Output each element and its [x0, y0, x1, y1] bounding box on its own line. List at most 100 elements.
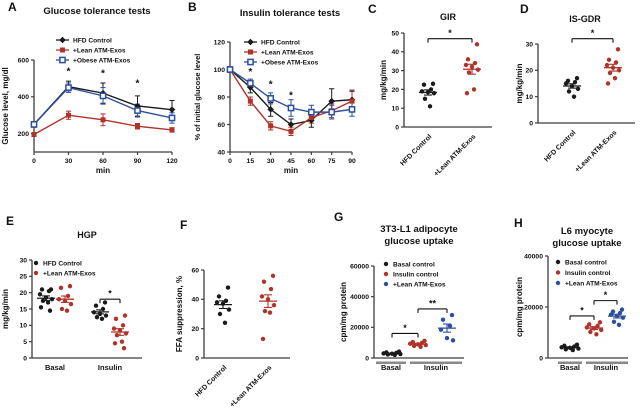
- svg-text:+Lean ATM-Exos: +Lean ATM-Exos: [261, 49, 314, 56]
- svg-text:**: **: [429, 298, 437, 308]
- svg-text:0: 0: [32, 158, 36, 165]
- svg-text:30: 30: [65, 158, 73, 165]
- panel-letter: D: [520, 2, 529, 16]
- svg-text:*: *: [269, 79, 273, 90]
- svg-text:120: 120: [166, 158, 178, 165]
- svg-text:*: *: [403, 323, 407, 333]
- svg-text:15: 15: [247, 158, 255, 165]
- svg-text:50: 50: [391, 30, 399, 37]
- svg-text:cpm/mg protein: cpm/mg protein: [515, 277, 524, 337]
- svg-text:40000: 40000: [524, 253, 543, 260]
- svg-text:120: 120: [214, 39, 226, 46]
- panel-b-insulin-tolerance: B Insulin tolerance tests 40 60 80 100 120 % …: [180, 0, 360, 196]
- svg-text:*: *: [67, 67, 71, 78]
- svg-text:40: 40: [391, 49, 399, 56]
- svg-text:75: 75: [328, 158, 336, 165]
- panel-title: L6 myocyte glucose uptake: [552, 226, 622, 249]
- svg-text:Basal: Basal: [381, 363, 401, 372]
- svg-text:Glucose level, mg/dl: Glucose level, mg/dl: [1, 67, 10, 144]
- svg-text:Insulin control: Insulin control: [565, 270, 611, 277]
- svg-text:30: 30: [525, 41, 533, 48]
- svg-text:25: 25: [19, 274, 27, 281]
- svg-text:*: *: [604, 290, 608, 300]
- panel-f-ffa-suppression: F 0 20 40 60 FFA suppression, % HFD Control +L…: [170, 200, 330, 408]
- svg-text:30: 30: [267, 158, 275, 165]
- svg-text:HFD Control: HFD Control: [73, 37, 112, 44]
- svg-text:0: 0: [228, 158, 232, 165]
- svg-text:% of initial glucose level: % of initial glucose level: [193, 54, 202, 141]
- svg-text:Insulin: Insulin: [98, 363, 123, 372]
- svg-text:cpm/mg protein: cpm/mg protein: [339, 282, 348, 342]
- panel-c-gir: C GIR 0 10 20 30 40 50 mg/kg/min HFD Control +Le…: [360, 0, 498, 196]
- svg-text:+Lean ATM-Exos: +Lean ATM-Exos: [43, 270, 96, 277]
- svg-text:0: 0: [195, 355, 199, 362]
- svg-text:20: 20: [391, 87, 399, 94]
- svg-text:0: 0: [365, 355, 369, 362]
- svg-text:20: 20: [19, 290, 27, 297]
- svg-text:60: 60: [308, 158, 316, 165]
- panel-d-isgdr: D IS-GDR 0 10 20 30 mg/kg/min HFD Control +Lea…: [498, 0, 640, 196]
- svg-text:0: 0: [539, 355, 543, 362]
- svg-text:min: min: [284, 166, 298, 175]
- panel-title: 3T3-L1 adipocyte glucose uptake: [380, 224, 458, 247]
- panel-letter: C: [368, 2, 377, 16]
- svg-text:30: 30: [391, 68, 399, 75]
- glucose-tolerance-line-chart: 200 400 600 Glucose level, mg/dl 0 30 60 90 120 m…: [1, 36, 178, 175]
- panel-a-glucose-tolerance: A Glucose tolerance tests 200 400 600 Gluco…: [0, 0, 180, 196]
- svg-text:mg/kg/min: mg/kg/min: [515, 63, 524, 103]
- panel-letter: B: [188, 0, 197, 14]
- svg-text:*: *: [289, 90, 293, 101]
- svg-text:0: 0: [529, 120, 533, 127]
- svg-text:5: 5: [23, 339, 27, 346]
- svg-text:90: 90: [348, 158, 356, 165]
- svg-text:*: *: [108, 289, 112, 299]
- svg-text:Basal control: Basal control: [393, 261, 435, 268]
- svg-text:*: *: [101, 69, 105, 80]
- svg-text:15: 15: [19, 306, 27, 313]
- panel-letter: H: [514, 216, 523, 230]
- svg-text:HFD Control: HFD Control: [43, 260, 82, 267]
- svg-text:40: 40: [191, 297, 199, 304]
- panel-g-3t3l1-uptake: G 3T3-L1 adipocyte glucose uptake 0 20000…: [330, 200, 490, 408]
- panel-title: Glucose tolerance tests: [43, 6, 151, 17]
- svg-text:20: 20: [525, 68, 533, 75]
- svg-text:20000: 20000: [350, 325, 369, 332]
- svg-text:90: 90: [134, 158, 142, 165]
- panel-title: IS-GDR: [569, 14, 601, 24]
- svg-text:FFA suppression, %: FFA suppression, %: [175, 276, 184, 352]
- svg-text:mg/kg/min: mg/kg/min: [379, 60, 388, 100]
- svg-text:100: 100: [214, 67, 226, 74]
- svg-text:+Lean ATM-Exos: +Lean ATM-Exos: [229, 364, 273, 408]
- svg-text:20000: 20000: [524, 304, 543, 311]
- svg-text:Basal control: Basal control: [565, 259, 607, 266]
- svg-text:+Lean ATM-Exos: +Lean ATM-Exos: [565, 280, 618, 287]
- svg-text:400: 400: [18, 94, 30, 101]
- svg-text:min: min: [96, 166, 110, 175]
- panel-title: GIR: [439, 12, 456, 22]
- svg-text:HFD Control: HFD Control: [543, 129, 577, 163]
- svg-text:30: 30: [19, 257, 27, 264]
- svg-text:+Obese ATM-Exos: +Obese ATM-Exos: [261, 59, 319, 66]
- svg-text:80: 80: [217, 94, 225, 101]
- svg-text:*: *: [448, 28, 452, 38]
- svg-text:+Lean ATM-Exos: +Lean ATM-Exos: [73, 47, 126, 54]
- svg-text:mg/kg/min: mg/kg/min: [1, 289, 10, 329]
- svg-text:Insulin: Insulin: [424, 363, 449, 372]
- svg-text:10: 10: [391, 106, 399, 113]
- svg-text:+Obese ATM-Exos: +Obese ATM-Exos: [73, 57, 131, 64]
- svg-text:600: 600: [18, 57, 30, 64]
- isgdr-scatter-chart: 0 10 20 30 mg/kg/min HFD Control+Lean ATM-Exo…: [515, 28, 635, 174]
- svg-text:Insulin control: Insulin control: [393, 271, 439, 278]
- svg-text:60: 60: [217, 122, 225, 129]
- svg-text:HFD Control: HFD Control: [194, 364, 228, 398]
- svg-text:40000: 40000: [350, 294, 369, 301]
- gir-scatter-chart: 0 10 20 30 40 50 mg/kg/min HFD Control +Lean ATM…: [379, 28, 492, 178]
- panel-title: HGP: [77, 230, 97, 240]
- svg-text:60: 60: [99, 158, 107, 165]
- myocyte-uptake-scatter-chart: 0 20000 40000 cpm/mg protein Basal Insulin * * B…: [515, 253, 628, 372]
- panel-title: Insulin tolerance tests: [239, 8, 341, 19]
- svg-text:HFD Control: HFD Control: [399, 133, 433, 167]
- panel-letter: A: [8, 0, 17, 14]
- hgp-scatter-chart: 0 5 10 15 20 25 30 mg/kg/min Basal Insulin * HFD Co…: [1, 257, 142, 372]
